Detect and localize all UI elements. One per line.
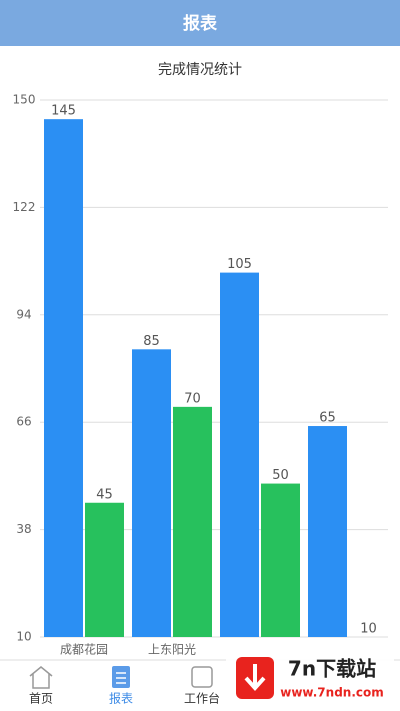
report-icon: [112, 666, 130, 688]
value-label: 10: [360, 622, 377, 637]
value-label: 45: [96, 487, 113, 502]
bar: [173, 406, 212, 637]
tab-label: 工作台: [184, 691, 220, 706]
watermark-title: 7n下载站: [288, 657, 376, 681]
value-label: 70: [184, 391, 201, 406]
watermark-url: www.7ndn.com: [280, 686, 384, 700]
y-tick-label: 38: [16, 522, 31, 536]
value-label: 105: [227, 257, 252, 272]
y-tick-label: 66: [16, 415, 31, 429]
y-tick-label: 122: [13, 200, 36, 214]
x-tick-label: 上东阳光: [148, 643, 196, 657]
bar: [132, 349, 171, 637]
report-icon-lines: [116, 672, 126, 684]
tab-home[interactable]: 首页: [29, 666, 53, 706]
y-tick-label: 150: [13, 93, 36, 107]
header-bar: [0, 0, 400, 46]
bar: [261, 483, 300, 637]
x-tick-label: 成都花园: [60, 642, 108, 657]
y-tick-label: 94: [16, 307, 31, 321]
value-label: 50: [272, 468, 289, 483]
bar: [220, 272, 259, 637]
chart-title: 完成情况统计: [158, 62, 242, 78]
y-tick-label: 10: [16, 630, 31, 644]
tab-label: 报表: [109, 691, 133, 706]
bar: [85, 502, 124, 637]
bar: [308, 426, 347, 637]
tab-label: 首页: [29, 692, 53, 706]
value-label: 85: [143, 334, 160, 349]
value-label: 65: [319, 411, 336, 426]
work-icon: [191, 666, 213, 688]
watermark-arrow: [244, 664, 266, 691]
value-label: 145: [51, 104, 76, 119]
tab-work[interactable]: 工作台: [184, 666, 220, 706]
bar: [44, 119, 83, 637]
watermark: 7n下载站 www.7ndn.com: [226, 652, 394, 708]
home-icon: [29, 666, 53, 689]
header-title: 报表: [183, 13, 218, 34]
tab-report[interactable]: 报表: [109, 666, 133, 706]
